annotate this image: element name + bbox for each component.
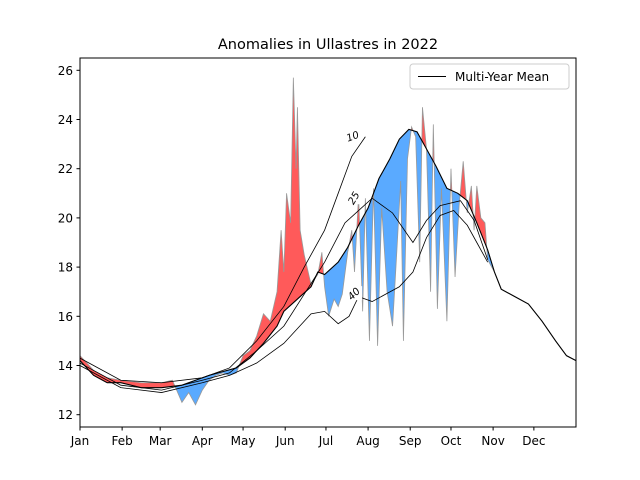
plot-frame bbox=[79, 57, 577, 428]
anomaly-above-fill bbox=[238, 77, 315, 368]
anomaly-above-fill bbox=[80, 355, 175, 388]
x-tick-label: Mar bbox=[149, 434, 172, 448]
anomaly-below-fill bbox=[451, 186, 460, 277]
plot-area bbox=[80, 77, 576, 406]
y-tick-label: 14 bbox=[58, 359, 73, 373]
contour-line-40 bbox=[80, 210, 489, 393]
contour-label-10: 10 bbox=[345, 130, 361, 145]
contour-label-bg bbox=[346, 286, 363, 301]
legend-box bbox=[409, 63, 570, 90]
anomaly-below-fill bbox=[465, 195, 469, 213]
anomaly-above-fill bbox=[459, 161, 466, 200]
chart-title: Anomalies in Ullastres in 2022 bbox=[218, 37, 438, 53]
y-tick-label: 22 bbox=[58, 162, 73, 176]
mean-line bbox=[80, 128, 576, 389]
x-tick-label: Nov bbox=[481, 434, 504, 448]
legend: Multi-Year Mean bbox=[409, 63, 570, 90]
x-tick-label: Apr bbox=[192, 434, 213, 448]
x-tick-label: Jan bbox=[70, 434, 90, 448]
contour-line-10 bbox=[80, 136, 366, 384]
anomaly-below-fill bbox=[323, 244, 350, 317]
y-tick-label: 26 bbox=[58, 64, 73, 78]
anomaly-below-fill bbox=[359, 214, 365, 312]
x-tick-label: Jul bbox=[318, 434, 333, 448]
x-tick-label: Oct bbox=[441, 434, 462, 448]
y-tick-label: 18 bbox=[58, 261, 73, 275]
x-tick-label: Aug bbox=[356, 434, 379, 448]
contour-label-bg bbox=[346, 190, 363, 205]
x-tick-label: Jun bbox=[275, 434, 295, 448]
x-tick-label: May bbox=[231, 434, 256, 448]
legend-label: Multi-Year Mean bbox=[455, 70, 549, 84]
anomaly-below-fill bbox=[373, 129, 411, 346]
anomaly-above-fill bbox=[493, 269, 576, 361]
anomaly-below-fill bbox=[412, 130, 422, 263]
y-tick-label: 12 bbox=[58, 408, 73, 422]
observed-line bbox=[80, 77, 576, 406]
contour-label-25: 25 bbox=[347, 190, 363, 207]
anomaly-below-fill bbox=[365, 195, 373, 341]
contour-label-bg bbox=[344, 128, 361, 143]
anomaly-below-fill bbox=[351, 229, 357, 273]
x-tick-label: Sep bbox=[399, 434, 422, 448]
y-tick-label: 20 bbox=[58, 211, 73, 225]
x-tick-label: Feb bbox=[112, 434, 133, 448]
y-tick-label: 16 bbox=[58, 310, 73, 324]
contour-line-25 bbox=[80, 197, 489, 391]
x-tick-label: Dec bbox=[522, 434, 545, 448]
y-tick-label: 24 bbox=[58, 113, 73, 127]
